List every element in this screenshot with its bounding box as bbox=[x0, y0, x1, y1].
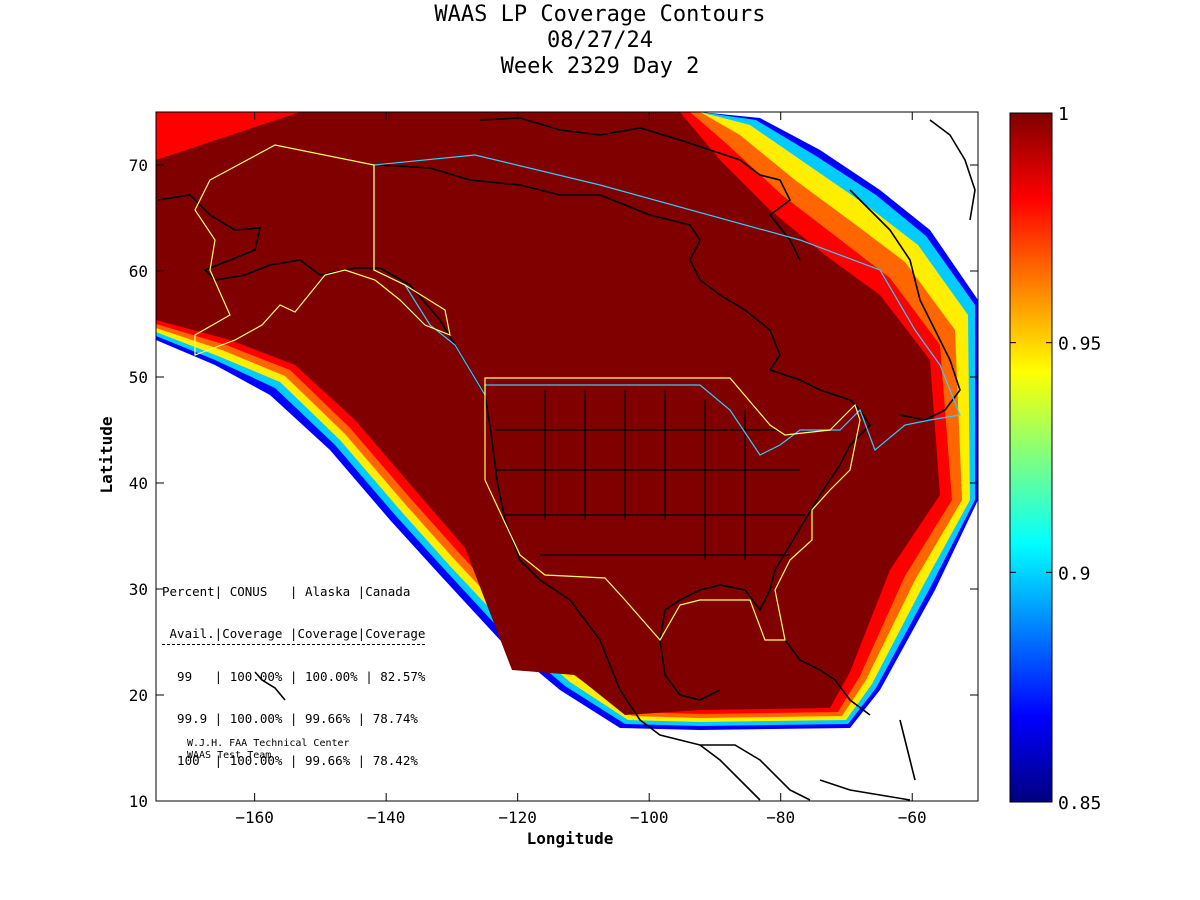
x-tick-label: −160 bbox=[235, 808, 274, 827]
x-axis-ticks: −160 −140 −120 −100 −80 −60 bbox=[235, 112, 927, 827]
y-tick-label: 40 bbox=[129, 474, 148, 493]
x-tick-label: −60 bbox=[898, 808, 927, 827]
chart-title: WAAS LP Coverage Contours bbox=[434, 2, 766, 27]
x-tick-label: −140 bbox=[367, 808, 406, 827]
plot-frame bbox=[155, 111, 979, 802]
chart-week-day: Week 2329 Day 2 bbox=[500, 54, 700, 79]
colorbar bbox=[1009, 112, 1053, 803]
credit-line-1: W.J.H. FAA Technical Center bbox=[187, 738, 350, 749]
canada-service-boundary bbox=[373, 154, 961, 456]
colorbar-ticks: 0.85 0.9 0.95 1 bbox=[1010, 104, 1101, 814]
chart-date: 08/27/24 bbox=[547, 28, 653, 53]
y-axis-label: Latitude bbox=[97, 416, 116, 493]
x-tick-label: −120 bbox=[498, 808, 537, 827]
x-axis-label: Longitude bbox=[527, 829, 614, 848]
coverage-stats-table: Percent| CONUS | Alaska |Canada Avail.|C… bbox=[162, 560, 426, 792]
alaska-service-boundary bbox=[194, 144, 451, 356]
stats-row-99: 99 | 100.00% | 100.00% | 82.57% bbox=[162, 669, 426, 684]
colorbar-tick-label: 0.85 bbox=[1058, 793, 1101, 814]
colorbar-tick-label: 1 bbox=[1058, 104, 1069, 125]
credit-line-2: WAAS Test Team bbox=[187, 750, 272, 761]
credit-block: W.J.H. FAA Technical Center WAAS Test Te… bbox=[187, 738, 350, 762]
y-axis-ticks: 10 20 30 40 50 60 70 bbox=[129, 156, 978, 811]
colorbar-tick-label: 0.95 bbox=[1058, 334, 1101, 355]
colorbar-tick-label: 0.9 bbox=[1058, 563, 1091, 584]
full-coverage-region bbox=[156, 112, 940, 715]
y-tick-label: 60 bbox=[129, 262, 148, 281]
state-borders bbox=[495, 390, 805, 560]
stats-row-99-9: 99.9 | 100.00% | 99.66% | 78.74% bbox=[162, 711, 418, 726]
service-boundaries bbox=[194, 144, 961, 642]
x-tick-label: −100 bbox=[630, 808, 669, 827]
stats-header-row-1: Percent| CONUS | Alaska |Canada bbox=[162, 584, 411, 599]
x-tick-label: −80 bbox=[766, 808, 795, 827]
stats-header-row-2: Avail.|Coverage |Coverage|Coverage bbox=[162, 623, 426, 645]
y-tick-label: 20 bbox=[129, 686, 148, 705]
y-tick-label: 30 bbox=[129, 580, 148, 599]
y-tick-label: 50 bbox=[129, 368, 148, 387]
stats-row-100: 100 | 100.00% | 99.66% | 78.42% bbox=[162, 753, 418, 768]
y-tick-label: 10 bbox=[129, 792, 148, 811]
y-tick-label: 70 bbox=[129, 156, 148, 175]
conus-service-boundary bbox=[484, 377, 861, 642]
coverage-map bbox=[156, 112, 978, 801]
